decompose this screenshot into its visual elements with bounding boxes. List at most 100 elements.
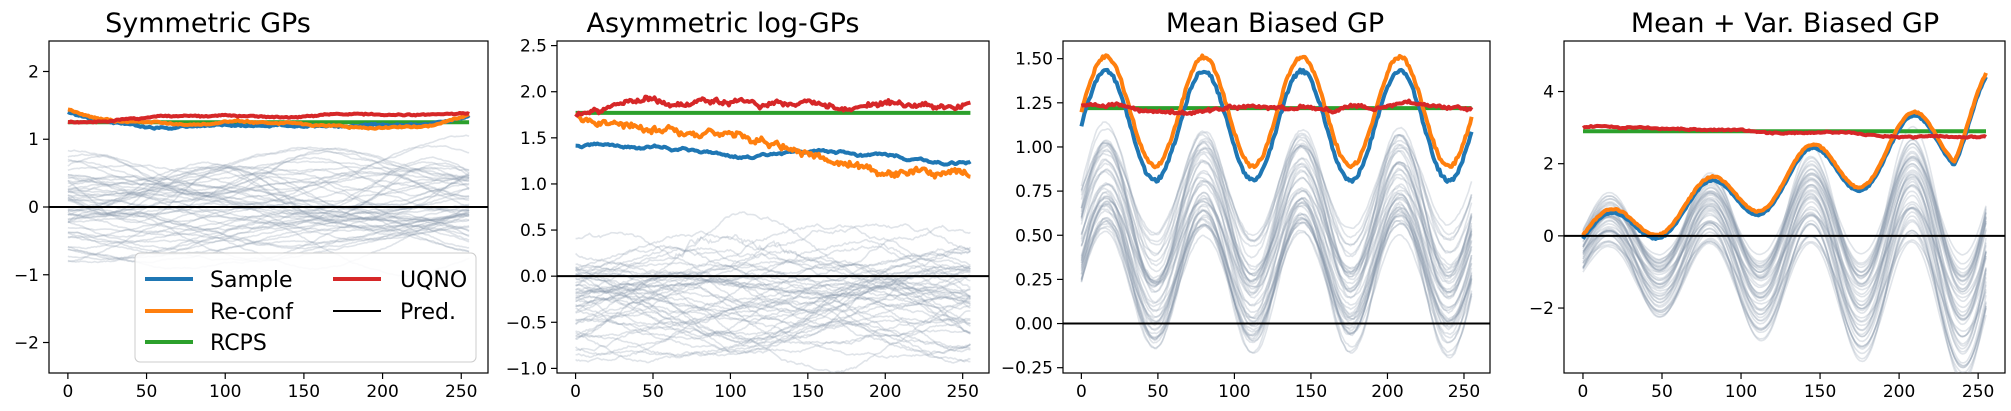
y-tick-label: 0.5 [520,221,547,241]
background-curve [1582,142,1987,290]
x-tick-label: 150 [288,382,320,402]
background-curve [1582,231,1987,367]
background-curve [575,223,971,295]
background-curve [1080,139,1473,237]
background-curve [575,295,971,359]
series-uqno [1080,98,1474,116]
background-curve [67,167,470,196]
background-curve [575,275,971,322]
background-curve [1080,134,1473,285]
background-curve [574,289,971,338]
background-curve [575,248,971,291]
background-curve [1080,126,1473,259]
x-tick-label: 100 [714,382,746,402]
y-tick-label: 4 [1543,83,1554,103]
x-tick-label: 50 [1147,382,1169,402]
plot-area: 0 50 100 150 200 250 −2 −1 0 1 2 [14,62,488,402]
background-curve [575,271,971,309]
background-curve [67,146,470,183]
x-tick-label: 0 [570,382,581,402]
background-curve [67,165,470,221]
background-curve [575,246,971,291]
background-curve [67,211,470,237]
background-curve [1080,144,1473,275]
y-tick-label: −0.5 [506,313,547,333]
background-curve [1080,204,1473,331]
y-tick-label: 1.25 [1015,94,1053,114]
background-curve [67,181,470,223]
background-curve [1582,139,1987,293]
background-curve [575,245,971,294]
series-sample [575,141,972,167]
x-tick-label: 50 [1651,382,1673,402]
background-curve [575,238,971,315]
y-tick-label: 2 [28,62,39,82]
background-curve [575,263,971,337]
background-curve [575,289,971,326]
legend-frame [134,252,477,363]
panel-title: Asymmetric log-GPs [586,8,859,39]
background-curve [1080,222,1473,335]
x-tick-label: 150 [792,382,824,402]
background-curve [1080,200,1473,299]
background-curve [1080,170,1473,275]
y-tick-label: −2 [1529,299,1554,319]
background-curve [575,315,971,349]
background-curve [575,233,971,294]
background-curve [67,206,470,232]
background-curve [1582,162,1987,274]
background-curve [1080,183,1473,324]
background-curve [67,182,470,209]
series-sample [1079,67,1474,184]
background-curve [1582,165,1987,317]
x-tick-label: 50 [642,382,664,402]
background-curve [575,321,971,373]
background-curve [67,146,470,198]
background-curve [575,289,971,364]
background-curve [575,266,971,321]
background-curve [1582,173,1987,322]
series-reconf [1079,53,1474,170]
background-curve [67,179,470,215]
background-curve [1080,213,1473,325]
background-curve [67,211,470,248]
background-curve [1080,203,1473,327]
background-curve [67,224,470,256]
background-curve [67,202,470,230]
background-curve [575,272,971,348]
background-curve [1080,162,1473,282]
background-curve [67,198,470,250]
background-curve [1582,138,1987,277]
background-curve [575,296,971,357]
background-curve [1582,207,1987,295]
background-curve [575,261,971,326]
y-tick-label: −1 [14,266,39,286]
background-curve [575,263,971,310]
background-curve [575,264,972,328]
background-curve [67,226,470,245]
background-curve [1080,169,1473,280]
y-tick-label: 2.0 [520,83,547,103]
series-uqno [1582,123,1987,140]
background-curve [1080,196,1473,306]
background-curve [1582,180,1987,350]
background-curve [67,180,470,216]
background-curve [575,296,971,362]
background-curve [575,249,971,309]
x-tick-label: 250 [1962,382,1994,402]
panel-asymmetric-log-gps: Asymmetric log-GPs 0 50 100 150 200 250 −1.0 −0… [506,8,990,402]
background-curve [67,161,470,212]
legend-label-pred: Pred. [400,300,456,325]
background-curve [1080,143,1473,246]
background-curve [1080,150,1473,293]
background-curve [1582,211,1987,373]
y-tick-label: 1.0 [520,175,547,195]
x-tick-label: 150 [1295,382,1327,402]
y-tick-label: −1.0 [506,359,547,379]
series-reconf [67,107,470,131]
series-uqno [574,94,971,118]
background-curve [1080,192,1473,288]
series-uqno [67,110,470,125]
background-curve [67,166,470,194]
background-curve [575,297,971,364]
